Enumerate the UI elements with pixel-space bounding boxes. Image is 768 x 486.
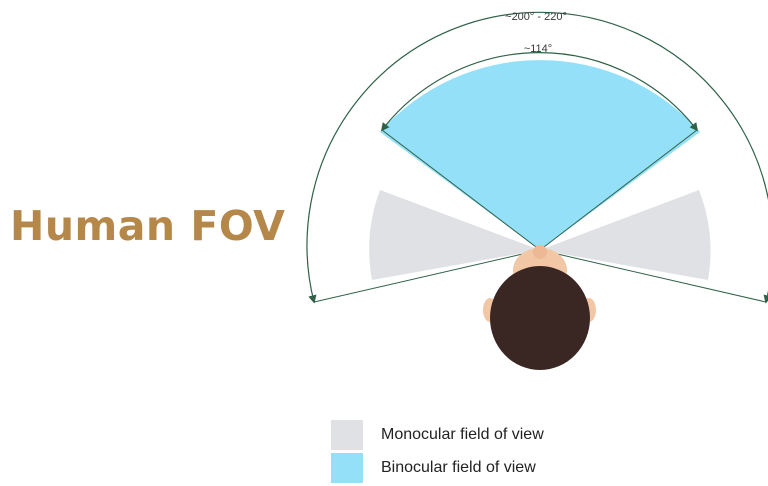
- monocular-swatch: [331, 420, 363, 450]
- legend-item-binocular: Binocular field of view: [331, 453, 536, 483]
- binocular-field-region: [380, 60, 700, 251]
- nose: [533, 245, 547, 259]
- binocular-swatch: [331, 453, 363, 483]
- head-illustration: [483, 245, 596, 370]
- sight-line-right-outer: [539, 249, 767, 303]
- sight-line-left-outer: [313, 249, 541, 303]
- inner-angle-label: ~114°: [524, 43, 552, 55]
- sight-line-right-inner: [539, 129, 698, 251]
- hair: [490, 266, 590, 370]
- legend-label-monocular: Monocular field of view: [381, 426, 544, 443]
- page-title: Human FOV: [10, 202, 286, 250]
- legend-label-binocular: Binocular field of view: [381, 459, 536, 476]
- sight-line-left-inner: [381, 129, 541, 251]
- monocular-field-region: [369, 190, 711, 280]
- outer-fov-arc: [306, 11, 768, 304]
- outer-angle-label: ~200° - 220°: [505, 11, 567, 23]
- legend-item-monocular: Monocular field of view: [331, 420, 544, 450]
- inner-fov-arc: [380, 52, 699, 132]
